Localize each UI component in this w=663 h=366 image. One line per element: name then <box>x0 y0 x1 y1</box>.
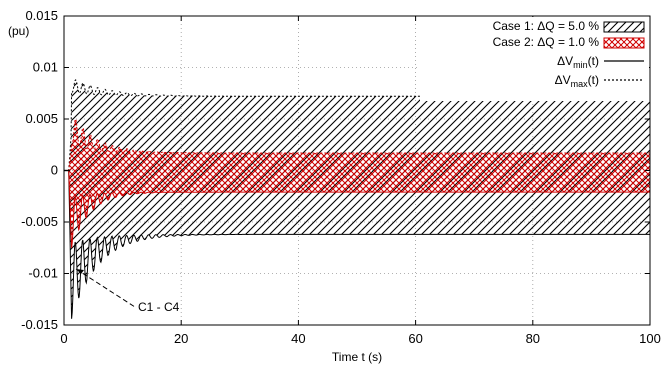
legend-label-vmin: ΔVmin(t) <box>557 54 599 70</box>
y-axis-label: (pu) <box>8 24 29 38</box>
case2-band <box>64 119 650 248</box>
x-tick-label: 20 <box>174 331 188 346</box>
y-tick-label: -0.01 <box>28 266 58 281</box>
x-tick-label: 80 <box>526 331 540 346</box>
y-tick-label: -0.015 <box>21 317 58 332</box>
y-tick-label: 0.01 <box>33 60 58 75</box>
annotation-leader <box>75 268 136 308</box>
y-tick-label: 0 <box>51 163 58 178</box>
legend-swatch-case1 <box>603 21 645 33</box>
legend-label-case1: Case 1: ΔQ = 5.0 % <box>493 19 600 33</box>
annotation-c1-c4: C1 - C4 <box>75 268 180 314</box>
x-tick-label: 100 <box>639 331 661 346</box>
x-axis-label: Time t (s) <box>332 350 382 364</box>
case2-vmin-line <box>64 170 650 248</box>
y-tick-label: 0.005 <box>25 111 58 126</box>
case1-vmin-line <box>64 170 650 319</box>
data-area <box>64 79 650 319</box>
annotation-label: C1 - C4 <box>138 300 180 314</box>
legend-swatch-case2 <box>603 37 645 49</box>
x-tick-label: 0 <box>60 331 67 346</box>
legend-label-vmax: ΔVmax(t) <box>555 73 599 89</box>
x-tick-label: 60 <box>408 331 422 346</box>
annotation-arrowhead <box>76 269 84 274</box>
case1-band <box>64 79 650 319</box>
x-tick-label: 40 <box>291 331 305 346</box>
legend: Case 1: ΔQ = 5.0 % Case 2: ΔQ = 1.0 % ΔV… <box>420 17 649 101</box>
y-tick-label: -0.005 <box>21 214 58 229</box>
case2-vmax-line <box>64 117 650 171</box>
y-tick-label: 0.015 <box>25 8 58 23</box>
axis-ticks: 0 20 40 60 80 100 0.015 0.01 0.005 0 -0.005 -0.01 -0… <box>21 8 661 346</box>
legend-label-case2: Case 2: ΔQ = 1.0 % <box>493 35 600 49</box>
